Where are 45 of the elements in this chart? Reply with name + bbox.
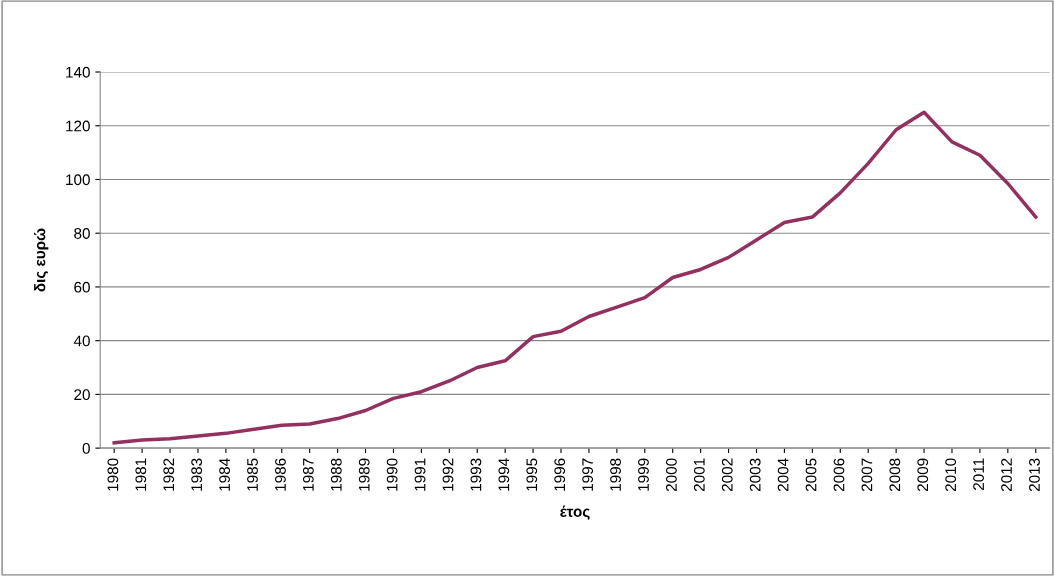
x-tick-label: 2013: [1029, 458, 1040, 492]
x-tick-label: 2003: [749, 458, 761, 492]
y-tick-label: 60: [74, 281, 90, 293]
x-tick-label: 1982: [163, 458, 175, 491]
x-tick-label: 2011: [973, 458, 985, 490]
line-series: [112, 110, 1038, 445]
x-tick-label: 1988: [330, 458, 342, 491]
x-tick-label: 1999: [638, 458, 649, 491]
x-tick-label: 2012: [1001, 458, 1012, 492]
x-tick-label: 2010: [945, 458, 957, 492]
x-tick-label: 1980: [107, 458, 119, 491]
x-tick-label: 1985: [247, 458, 258, 491]
x-tick-label: 2002: [721, 458, 733, 492]
x-tick-label: 1990: [386, 458, 398, 491]
x-tick-label: 2008: [889, 458, 901, 492]
y-tick-label: 140: [66, 66, 90, 78]
x-tick-label: 2000: [666, 458, 677, 492]
x-tick-label: 1996: [554, 458, 566, 491]
x-tick-label: 1984: [219, 458, 230, 491]
x-tick-label: 1992: [442, 458, 454, 491]
x-tick-label: 1983: [191, 458, 203, 491]
y-tick-label: 40: [73, 335, 90, 347]
x-tick-label: 2007: [861, 458, 873, 492]
x-tick-label: 2009: [917, 458, 929, 492]
x-tick-label: 2004: [777, 458, 789, 492]
x-tick-label: 1991: [414, 458, 426, 491]
x-tick-label: 1995: [526, 458, 538, 491]
x-axis-title: έτος: [560, 505, 590, 520]
x-tick-label: 1987: [302, 458, 314, 491]
x-tick-label: 2005: [805, 458, 817, 492]
x-tick-label: 1994: [498, 458, 510, 491]
y-tick-label: 0: [82, 443, 90, 454]
y-axis-title: δις ευρώ: [33, 228, 49, 292]
y-tick-label: 80: [74, 228, 90, 239]
y-tick-label: 120: [66, 120, 90, 132]
y-tick-label: 20: [74, 389, 90, 401]
x-tick-label: 1981: [135, 458, 147, 491]
x-tick-label: 2006: [833, 458, 845, 492]
x-tick-label: 1993: [470, 458, 482, 491]
x-tick-label: 1986: [275, 458, 286, 491]
x-tick-label: 1997: [582, 458, 594, 491]
y-tick-label: 100: [66, 174, 90, 186]
x-tick-label: 2001: [693, 458, 705, 492]
x-tick-label: 1998: [610, 458, 621, 491]
x-tick-label: 1989: [358, 458, 370, 491]
